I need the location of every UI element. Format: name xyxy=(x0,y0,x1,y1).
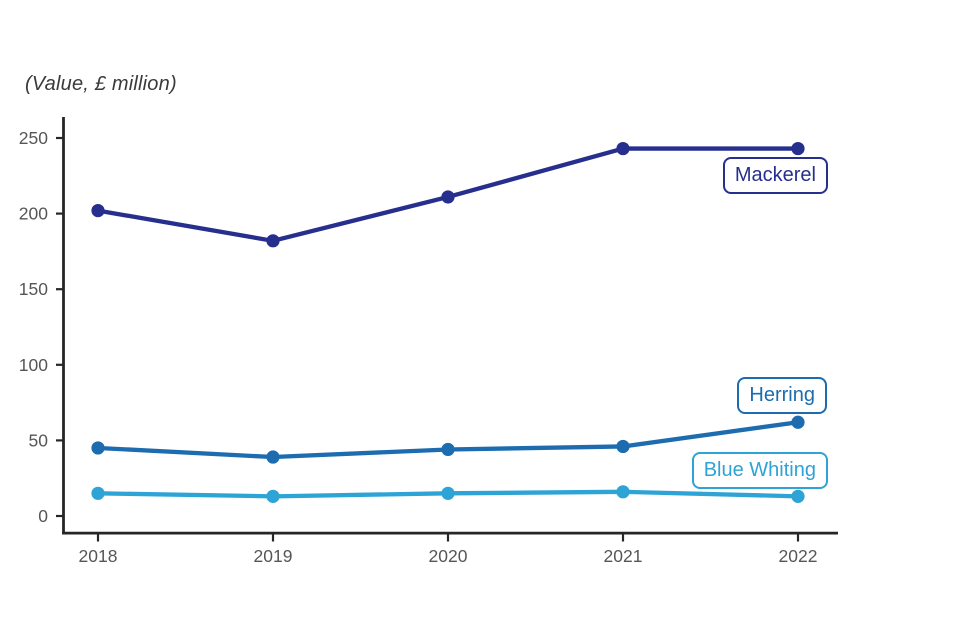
y-tick-label: 200 xyxy=(19,204,48,224)
data-point-blue-whiting-2018 xyxy=(91,486,105,500)
data-point-blue-whiting-2019 xyxy=(266,489,280,503)
data-point-mackerel-2022 xyxy=(791,141,805,156)
x-tick-label: 2018 xyxy=(79,546,118,566)
x-tick-label: 2021 xyxy=(604,546,643,566)
data-point-herring-2019 xyxy=(266,450,280,464)
data-point-mackerel-2018 xyxy=(91,203,105,218)
y-tick-label: 0 xyxy=(38,506,48,526)
data-point-blue-whiting-2022 xyxy=(791,489,805,503)
data-point-blue-whiting-2021 xyxy=(616,485,630,499)
y-tick-label: 150 xyxy=(19,279,48,299)
series-label-mackerel: Mackerel xyxy=(722,157,828,194)
x-tick-label: 2020 xyxy=(429,546,468,566)
y-tick-label: 250 xyxy=(19,128,48,148)
chart-title: (Value, £ million) xyxy=(25,73,177,95)
data-point-herring-2018 xyxy=(91,441,105,455)
series-label-blue-whiting: Blue Whiting xyxy=(691,452,828,489)
data-point-mackerel-2021 xyxy=(616,141,630,156)
data-point-herring-2021 xyxy=(616,439,630,454)
x-tick-label: 2019 xyxy=(254,546,293,566)
data-point-herring-2022 xyxy=(791,415,805,429)
data-point-mackerel-2020 xyxy=(441,190,455,204)
data-point-herring-2020 xyxy=(441,442,455,457)
y-tick-label: 100 xyxy=(19,355,48,375)
data-point-mackerel-2019 xyxy=(266,234,280,248)
x-tick-label: 2022 xyxy=(779,546,818,566)
y-tick-label: 50 xyxy=(29,430,49,450)
data-point-blue-whiting-2020 xyxy=(441,486,455,500)
series-label-herring: Herring xyxy=(737,377,827,414)
